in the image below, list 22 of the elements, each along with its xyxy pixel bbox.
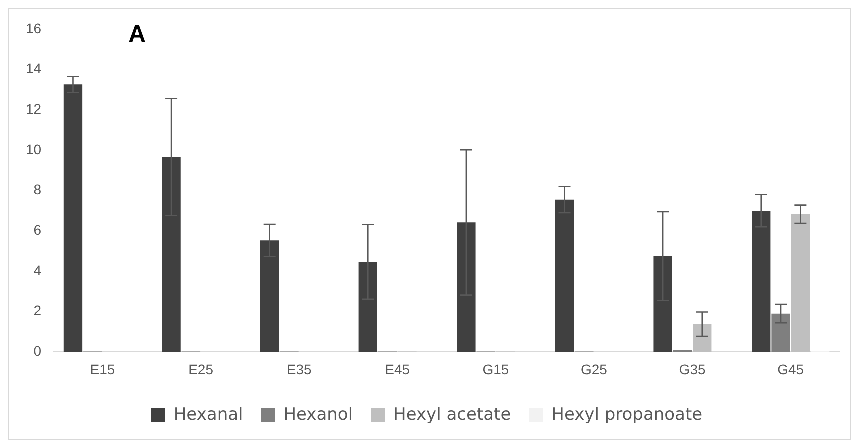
legend-label: Hexyl propanoate [552, 404, 703, 425]
legend-label: Hexyl acetate [394, 404, 512, 425]
y-tick-label: 10 [26, 141, 42, 158]
x-tick-label: E45 [385, 361, 410, 378]
x-tick-label: G25 [581, 361, 608, 378]
y-tick-label: 6 [34, 222, 42, 238]
x-tick-label: G35 [679, 361, 706, 378]
y-tick-label: 16 [26, 20, 42, 36]
y-tick-label: 12 [26, 100, 42, 117]
legend-label: Hexanol [284, 404, 354, 425]
y-tick-label: 4 [34, 262, 42, 278]
y-tick-label: 14 [26, 60, 42, 77]
x-tick-label: G45 [778, 361, 804, 378]
y-tick-label: 0 [34, 343, 42, 360]
x-tick-label: E35 [286, 361, 312, 378]
y-tick-label: 2 [34, 302, 42, 319]
y-tick-label: 8 [34, 182, 42, 198]
legend-label: Hexanal [174, 404, 244, 425]
x-tick-label: E15 [90, 361, 116, 378]
x-tick-label: G15 [482, 361, 510, 378]
annotation: A [128, 21, 146, 48]
x-tick-label: E25 [188, 361, 214, 378]
